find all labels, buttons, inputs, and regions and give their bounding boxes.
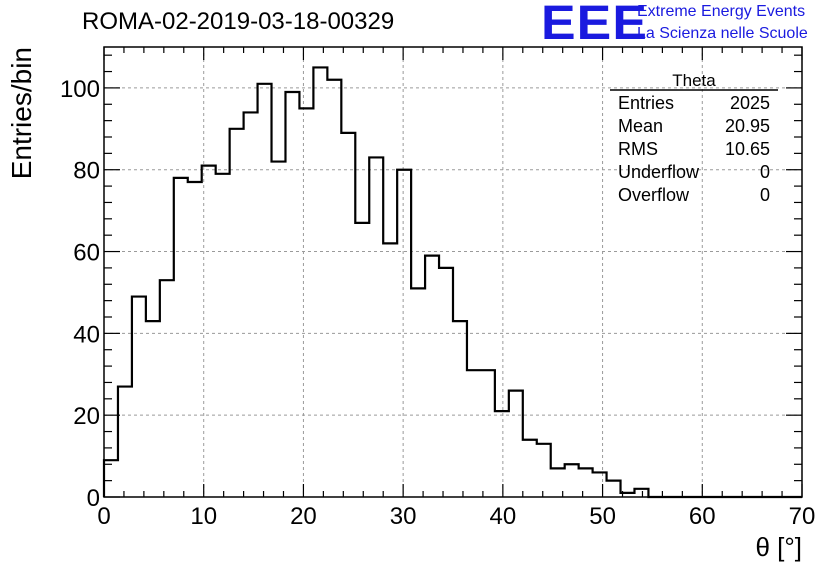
histogram-bin (425, 256, 439, 497)
histogram-bin (383, 243, 397, 497)
histogram-bin (313, 67, 327, 497)
histogram-bin (160, 280, 174, 497)
histogram-bin (397, 170, 411, 497)
histogram-bin (495, 411, 509, 497)
plot-frame (103, 46, 803, 498)
x-tick-label: 60 (689, 503, 716, 530)
histogram-bin (634, 489, 648, 497)
stats-title: Theta (672, 71, 716, 90)
x-tick-label: 40 (490, 503, 517, 530)
data-layer (102, 66, 802, 499)
y-tick-label: 0 (87, 485, 100, 512)
run-title: ROMA-02-2019-03-18-00329 (82, 8, 395, 35)
logo-line-1: Extreme Energy Events (637, 3, 806, 20)
histogram-bin (174, 178, 188, 497)
x-tick-label: 50 (589, 503, 616, 530)
x-tick-label: 0 (97, 503, 110, 530)
grid-layer (104, 47, 802, 497)
histogram-bin (593, 472, 607, 497)
histogram-bin (509, 391, 523, 497)
histogram-bin (285, 92, 299, 497)
axis-layer (103, 46, 803, 498)
histogram-bin (565, 464, 579, 497)
y-tick-label: 60 (73, 240, 100, 267)
x-tick-label: 70 (789, 503, 816, 530)
histogram-bin (216, 174, 230, 497)
histogram-bin (299, 108, 313, 497)
stats-label: Overflow (618, 185, 690, 205)
histogram-bin (523, 440, 537, 497)
y-tick-label: 20 (73, 403, 100, 430)
histogram-bin (118, 387, 132, 497)
histogram-outline (102, 66, 802, 499)
stats-value: 20.95 (724, 116, 770, 136)
stats-value: 0 (759, 185, 770, 205)
histogram-bin (467, 370, 481, 497)
histogram-bin (230, 129, 244, 497)
histogram-bin (146, 321, 160, 497)
histogram-bin (258, 84, 272, 497)
histogram-bin (188, 182, 202, 497)
histogram-bin (327, 80, 341, 497)
histogram-bin (453, 321, 467, 497)
histogram-bin (411, 288, 425, 497)
histogram-bin (341, 133, 355, 497)
x-tick-label: 10 (190, 503, 217, 530)
histogram-bin (439, 268, 453, 497)
stats-value: 0 (759, 162, 770, 182)
stats-label: Mean (618, 116, 664, 136)
histogram-bin (537, 444, 551, 497)
stats-value: 10.65 (724, 139, 770, 159)
y-tick-label: 80 (73, 158, 100, 185)
histogram-bin (607, 481, 621, 497)
y-tick-label: 100 (60, 76, 100, 103)
y-tick-label: 40 (73, 321, 100, 348)
histogram-bin (355, 223, 369, 497)
x-tick-label: 20 (290, 503, 317, 530)
logo-line-2: La Scienza nelle Scuole (637, 25, 808, 42)
y-axis-title: Entries/bin (6, 47, 37, 179)
histogram-bin (369, 157, 383, 497)
stats-label: RMS (618, 139, 658, 159)
histogram-bin (202, 166, 216, 497)
stats-value: 2025 (729, 93, 770, 113)
histogram-bin (621, 493, 635, 497)
histogram-bin (579, 468, 593, 497)
x-tick-label: 30 (390, 503, 417, 530)
histogram-bin (481, 370, 495, 497)
histogram-bin (132, 297, 146, 497)
histogram-bin (244, 112, 258, 497)
histogram-bin (272, 162, 286, 497)
stats-label: Entries (618, 93, 675, 113)
label-layer: 0 10 20 30 40 50 60 70 0 20 40 60 80 100 θ [°] Entries/… (6, 47, 815, 562)
stats-label: Underflow (618, 162, 700, 182)
eee-logo: EEE (541, 0, 648, 50)
histogram-bin (551, 468, 565, 497)
histogram-bin (104, 460, 118, 497)
x-axis-title: θ [°] (755, 532, 802, 562)
